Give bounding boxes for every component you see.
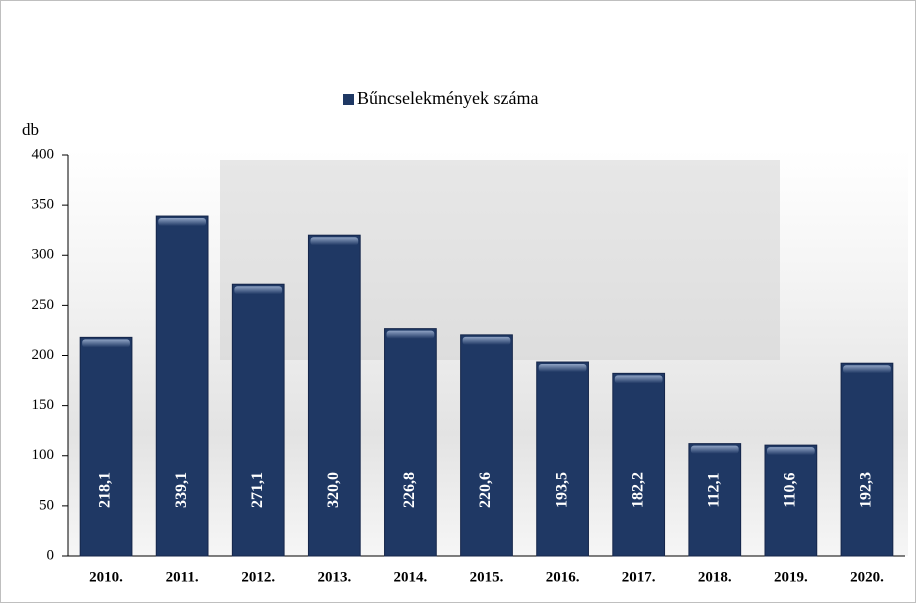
bar-cap xyxy=(158,218,207,227)
value-label: 182,2 xyxy=(629,472,646,508)
value-label: 112,1 xyxy=(705,472,722,507)
bar-cap xyxy=(766,447,815,456)
x-tick-label: 2017. xyxy=(622,569,656,585)
y-tick-label: 200 xyxy=(32,347,55,363)
bar xyxy=(155,215,209,557)
bar-cap xyxy=(386,330,435,339)
y-tick-label: 300 xyxy=(32,247,55,263)
bar-cap xyxy=(462,336,511,345)
legend-label: Bűncselekmények száma xyxy=(357,88,538,108)
bar-cap xyxy=(82,339,130,348)
y-tick-label: 0 xyxy=(47,547,55,563)
bar xyxy=(840,362,894,557)
bar-cap xyxy=(310,237,359,246)
bar-cap xyxy=(614,375,663,384)
bar-cap xyxy=(234,286,283,295)
x-tick-label: 2014. xyxy=(394,569,428,585)
x-tick-label: 2015. xyxy=(470,569,504,585)
bar xyxy=(231,283,285,557)
bar xyxy=(536,361,589,557)
y-tick-label: 100 xyxy=(32,447,55,463)
y-tick-label: 50 xyxy=(39,497,54,513)
x-tick-label: 2018. xyxy=(698,569,732,585)
value-label: 193,5 xyxy=(553,472,570,508)
bar xyxy=(612,372,666,557)
x-tick-label: 2010. xyxy=(89,569,123,585)
x-tick-label: 2020. xyxy=(850,569,884,585)
x-tick-label: 2016. xyxy=(546,569,580,585)
legend-swatch xyxy=(343,94,354,105)
x-tick-label: 2019. xyxy=(774,569,808,585)
value-label: 110,6 xyxy=(782,472,799,507)
value-label: 218,1 xyxy=(97,472,114,508)
bar-cap xyxy=(843,365,891,374)
bar xyxy=(460,334,513,557)
y-tick-label: 400 xyxy=(32,146,55,162)
bar-cap xyxy=(690,445,739,454)
value-label: 220,6 xyxy=(477,472,494,508)
x-tick-label: 2012. xyxy=(241,569,275,585)
y-axis-label: db xyxy=(22,120,39,139)
background-building xyxy=(220,160,780,360)
y-tick-label: 150 xyxy=(32,397,55,413)
value-label: 226,8 xyxy=(401,472,418,508)
bar xyxy=(307,234,361,557)
value-label: 320,0 xyxy=(325,472,342,508)
bar xyxy=(688,443,742,557)
bar xyxy=(384,328,437,557)
x-tick-label: 2013. xyxy=(317,569,351,585)
x-tick-label: 2011. xyxy=(166,569,199,585)
value-label: 339,1 xyxy=(173,472,190,508)
y-tick-label: 250 xyxy=(32,297,55,313)
value-label: 192,3 xyxy=(858,472,875,508)
value-label: 271,1 xyxy=(249,472,266,508)
y-tick-label: 350 xyxy=(32,197,55,213)
bar xyxy=(764,444,818,557)
bar-cap xyxy=(538,364,587,373)
bar xyxy=(79,336,133,557)
